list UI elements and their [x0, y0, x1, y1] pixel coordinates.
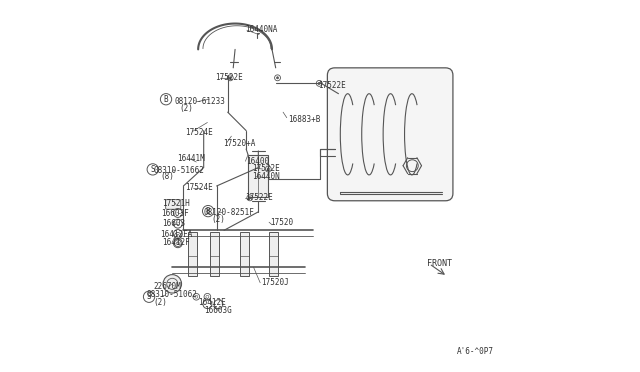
- Text: (2): (2): [179, 104, 193, 113]
- Bar: [269, 232, 278, 276]
- Text: 16441M: 16441M: [177, 154, 205, 163]
- Text: FRONT: FRONT: [427, 259, 452, 268]
- Circle shape: [268, 168, 269, 170]
- Text: 17520J: 17520J: [261, 278, 289, 287]
- Text: S: S: [147, 292, 152, 301]
- Text: (2): (2): [154, 298, 168, 307]
- Text: 16603G: 16603G: [204, 306, 232, 315]
- Text: 08120-8251F: 08120-8251F: [204, 208, 255, 218]
- Text: 17524E: 17524E: [186, 128, 213, 137]
- Text: S: S: [150, 165, 155, 174]
- Text: 17524E: 17524E: [186, 183, 213, 192]
- Bar: [248, 155, 268, 197]
- Text: (8): (8): [161, 172, 174, 181]
- Text: 16412E: 16412E: [198, 298, 226, 307]
- Circle shape: [163, 275, 182, 293]
- Text: 17522E: 17522E: [252, 164, 280, 173]
- Circle shape: [249, 197, 251, 199]
- Text: 17522E: 17522E: [215, 73, 243, 82]
- Text: 22670M: 22670M: [154, 282, 182, 291]
- Bar: [211, 232, 220, 276]
- Text: 16412FA: 16412FA: [161, 230, 193, 239]
- Text: 17520+A: 17520+A: [223, 139, 255, 148]
- Text: A'6-^0P7: A'6-^0P7: [456, 347, 493, 356]
- Circle shape: [318, 82, 321, 84]
- Text: 16400: 16400: [246, 157, 269, 166]
- Text: 17521H: 17521H: [162, 199, 189, 208]
- Text: 08310-51062: 08310-51062: [147, 291, 197, 299]
- Circle shape: [276, 77, 278, 79]
- Text: 08310-51662: 08310-51662: [153, 166, 204, 174]
- Text: (2): (2): [211, 215, 225, 224]
- Text: B: B: [206, 206, 211, 216]
- Bar: [188, 232, 197, 276]
- Text: 16603: 16603: [162, 219, 185, 228]
- Bar: [240, 232, 249, 276]
- Text: 16440N: 16440N: [252, 172, 280, 181]
- FancyBboxPatch shape: [166, 200, 181, 209]
- Text: 16412F: 16412F: [162, 238, 189, 247]
- Text: B: B: [164, 95, 168, 104]
- FancyBboxPatch shape: [328, 68, 453, 201]
- Text: 17522E: 17522E: [318, 81, 346, 90]
- Text: 16603F: 16603F: [161, 209, 189, 218]
- Text: 16883+B: 16883+B: [289, 115, 321, 124]
- Text: 17522E: 17522E: [245, 193, 273, 202]
- Text: 08120-61233: 08120-61233: [174, 97, 225, 106]
- Text: 17520: 17520: [270, 218, 293, 227]
- Circle shape: [229, 77, 232, 79]
- Text: 16440NA: 16440NA: [245, 25, 278, 33]
